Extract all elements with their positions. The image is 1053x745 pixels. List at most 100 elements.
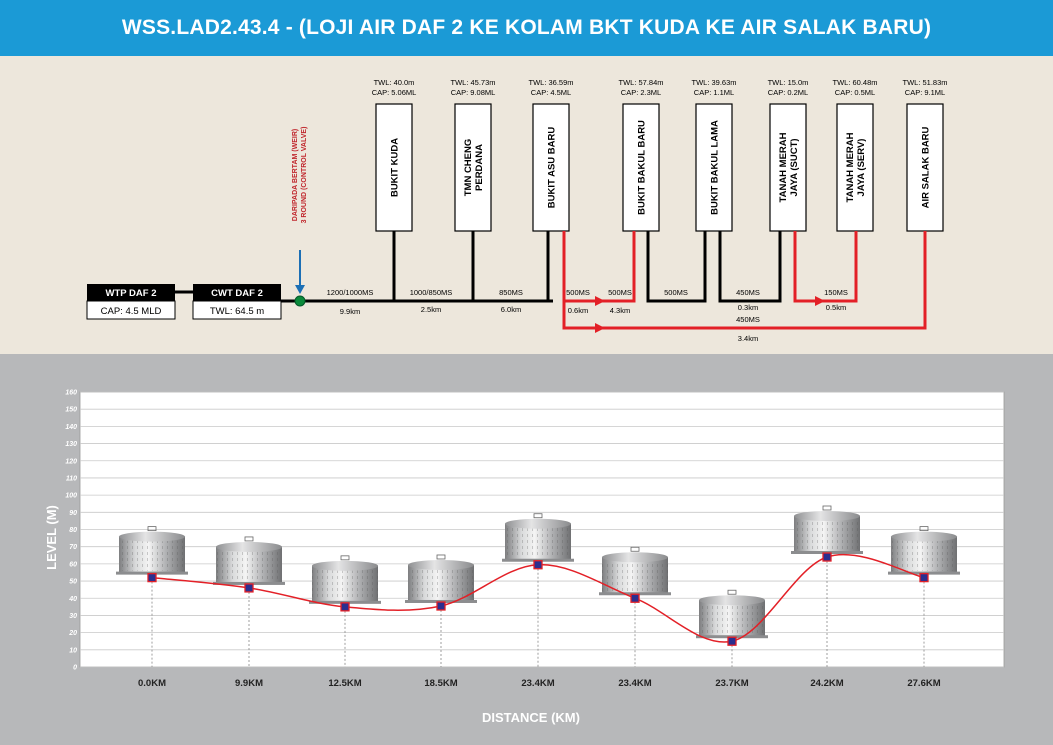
tank-hatch (533, 513, 543, 519)
reservoir-name: BUKIT BAKUL BARU (637, 120, 648, 215)
tank-icon (888, 526, 960, 575)
source-value: TWL: 64.5 m (210, 306, 264, 317)
pipe-size: 1200/1000MS (327, 288, 374, 297)
x-tick-label: 12.5KM (328, 678, 361, 689)
y-tick-label: 50 (69, 579, 77, 586)
y-tick-label: 10 (69, 647, 77, 654)
level-marker (630, 593, 640, 603)
x-tick-label: 0.0KM (138, 678, 166, 689)
y-tick-label: 80 (69, 527, 77, 534)
tank-ribs (216, 550, 282, 581)
tank-ribs (602, 561, 668, 592)
y-axis-label: LEVEL (M) (44, 505, 59, 570)
pipe-size: 500MS (566, 288, 590, 297)
tank-ribs (408, 568, 474, 599)
pipe-size: 450MS (736, 288, 760, 297)
x-tick-label: 23.7KM (715, 678, 748, 689)
level-marker (822, 552, 832, 562)
level-marker (340, 602, 350, 612)
y-tick-label: 130 (65, 441, 77, 448)
pipe-size: 450MS (736, 315, 760, 324)
inlet-line1: DARIPADA BERTAM (WEIR) (292, 129, 299, 221)
reservoir-twl: TWL: 45.73m (450, 78, 495, 87)
level-marker (727, 636, 737, 646)
reservoir-twl: TWL: 60.48m (832, 78, 877, 87)
reservoir-twl: TWL: 39.63m (691, 78, 736, 87)
tank-icon (116, 526, 188, 575)
reservoir-box (622, 103, 660, 232)
tank-roof (794, 511, 860, 521)
tank-hatch (630, 546, 640, 552)
tank-hatch (436, 554, 446, 560)
reservoir-name: TANAH MERAH (778, 132, 789, 202)
pipe-bakul (646, 231, 707, 303)
tank-icon (502, 513, 574, 562)
reservoir-name: TANAH MERAH (845, 132, 856, 202)
pipe-length: 0.6km (568, 306, 588, 315)
source-name: CWT DAF 2 (211, 288, 263, 299)
pipe-branch (598, 231, 927, 330)
reservoir-name: JAYA (SERV) (856, 139, 867, 197)
source-box-value (192, 300, 282, 320)
reservoir-name: AIR SALAK BARU (921, 126, 932, 208)
y-tick-label: 110 (66, 475, 77, 482)
reservoir-box (532, 103, 570, 232)
y-tick-label: 30 (69, 613, 77, 620)
reservoir-name: BUKIT BAKUL LAMA (710, 120, 721, 215)
reservoir-label: TANAH MERAH JAYA (SUCT) (778, 132, 800, 202)
reservoir-twl: TWL: 51.83m (902, 78, 947, 87)
y-axis-label-group: LEVEL (M) (44, 505, 59, 570)
tank-hatch (727, 589, 737, 595)
y-tick-label: 70 (69, 544, 77, 551)
pipe-length: 4.3km (610, 306, 630, 315)
reservoir-box (836, 103, 874, 232)
page-title: WSS.LAD2.43.4 - (LOJI AIR DAF 2 KE KOLAM… (121, 16, 932, 39)
level-line (151, 553, 925, 643)
pipe-length: 6.0km (501, 305, 521, 314)
inlet-label: DARIPADA BERTAM (WEIR) 3 ROUND (CONTROL V… (292, 127, 308, 224)
tank-roof (505, 518, 571, 529)
level-chart: 0 10 20 30 40 50 60 70 80 90 100 110 120 130 140 150 160… (44, 390, 1005, 725)
reservoir-twl: TWL: 57.84m (618, 78, 663, 87)
tank-ribs (505, 527, 571, 558)
reservoir-label: BUKIT BAKUL LAMA (710, 120, 721, 215)
tank-roof (699, 595, 765, 606)
pipe-branch (818, 231, 858, 303)
tank-icon (213, 536, 285, 585)
pipe-length: 2.5km (421, 305, 441, 314)
source-box-value (86, 300, 176, 320)
pipe-size: 500MS (608, 288, 632, 297)
y-tick-label: 150 (65, 407, 77, 414)
reservoir-label: TMN CHENG PERDANA (463, 139, 485, 197)
reservoir-twl: TWL: 36.59m (528, 78, 573, 87)
reservoir-cap: CAP: 1.1ML (694, 88, 734, 97)
reservoir-cap: CAP: 2.3ML (621, 88, 661, 97)
reservoir-label: BUKIT ASU BARU (547, 127, 558, 209)
tank-roof (216, 541, 282, 552)
level-marker (533, 560, 543, 570)
reservoir-cap: CAP: 0.5ML (835, 88, 875, 97)
tank-roof (602, 552, 668, 563)
tank-icon (791, 505, 863, 554)
flow-arrow (595, 323, 605, 333)
level-marker (436, 601, 446, 611)
pipe-branch (598, 231, 636, 303)
inlet-line2: 3 ROUND (CONTROL VALVE) (301, 127, 308, 224)
flow-arrow (815, 296, 825, 306)
tank-roof (119, 531, 185, 542)
reservoir-label: AIR SALAK BARU (921, 126, 932, 208)
level-marker (919, 572, 929, 583)
schematic-layer: WTP DAF 2 CAP: 4.5 MLD CWT DAF 2 TWL: 64.5 … (86, 78, 948, 343)
reservoir-cap: CAP: 9.08ML (451, 88, 496, 97)
source-name: WTP DAF 2 (105, 288, 156, 299)
tank-hatch (244, 536, 254, 542)
tank-ribs (699, 604, 765, 635)
pipe-branch (562, 301, 598, 330)
reservoir-name: BUKIT ASU BARU (547, 127, 558, 209)
y-tick-label: 100 (65, 493, 77, 500)
x-tick-label: 24.2KM (810, 678, 843, 689)
tank-roof (312, 560, 378, 571)
reservoir-cap: CAP: 0.2ML (768, 88, 808, 97)
pipe-size: 1000/850MS (410, 288, 453, 297)
